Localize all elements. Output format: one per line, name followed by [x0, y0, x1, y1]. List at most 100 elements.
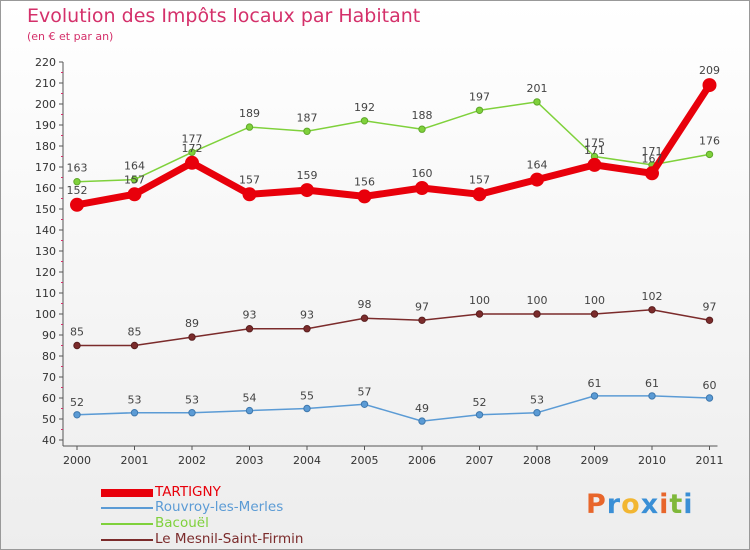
- x-tick-label: 2000: [63, 454, 91, 467]
- series-0-point: [127, 187, 142, 202]
- series-3-point: [475, 310, 484, 318]
- y-tick-label: 180: [35, 140, 56, 153]
- series-0-data-label: 172: [182, 142, 203, 155]
- series-3-data-label: 97: [703, 300, 717, 313]
- series-0-point: [702, 78, 717, 93]
- series-2-data-label: 187: [297, 111, 318, 124]
- logo-letter: i: [659, 489, 670, 520]
- legend-label-mesnil: Le Mesnil-Saint-Firmin: [155, 531, 304, 547]
- chart-title: Evolution des Impôts locaux par Habitant: [27, 5, 421, 27]
- series-3-data-label: 85: [70, 326, 84, 339]
- series-2-point: [533, 98, 541, 106]
- series-0-data-label: 157: [469, 173, 490, 186]
- x-tick-label: 2010: [638, 454, 666, 467]
- y-tick-label: 60: [42, 392, 56, 405]
- series-3-data-label: 93: [243, 309, 257, 322]
- logo-letter: r: [606, 489, 622, 520]
- series-0-point: [645, 166, 659, 181]
- y-tick-label: 120: [35, 266, 56, 279]
- series-3-data-label: 100: [527, 294, 548, 307]
- series-0-point: [357, 189, 372, 204]
- series-2-data-label: 164: [124, 160, 145, 173]
- x-tick-label: 2002: [178, 454, 206, 467]
- series-1-point: [533, 409, 541, 417]
- x-tick-label: 2011: [696, 454, 724, 467]
- series-2-data-label: 163: [67, 162, 88, 175]
- logo-letter: o: [621, 489, 641, 520]
- series-1-point: [418, 417, 426, 425]
- series-3-point: [705, 316, 714, 324]
- series-0-data-label: 152: [67, 184, 88, 197]
- y-tick-label: 100: [35, 308, 56, 321]
- series-0-data-label: 156: [354, 175, 375, 188]
- proxiti-logo: Proxiti: [586, 489, 694, 520]
- series-3-data-label: 89: [185, 317, 199, 330]
- y-tick-label: 170: [35, 161, 56, 174]
- series-3-data-label: 97: [415, 300, 429, 313]
- series-3-point: [418, 316, 426, 324]
- series-0-point: [472, 187, 487, 202]
- series-2-data-label: 177: [182, 132, 203, 145]
- legend-swatch-mesnil: [101, 539, 153, 541]
- series-3-data-label: 85: [128, 326, 142, 339]
- y-tick-label: 40: [42, 434, 56, 447]
- series-1-data-label: 52: [70, 396, 84, 409]
- series-1-point: [360, 400, 369, 408]
- logo-letter: t: [669, 489, 684, 520]
- series-2-data-label: 176: [699, 134, 720, 147]
- series-0-point: [70, 197, 84, 212]
- x-tick-label: 2003: [236, 454, 264, 467]
- y-tick-label: 220: [35, 56, 56, 69]
- series-0-data-label: 167: [642, 152, 663, 165]
- series-2-point: [188, 148, 196, 157]
- series-1-data-label: 53: [530, 394, 544, 407]
- series-2-point: [303, 127, 311, 136]
- y-tick-label: 90: [42, 329, 56, 342]
- series-0-data-label: 164: [527, 159, 548, 172]
- series-2-data-label: 188: [412, 109, 433, 122]
- y-tick-label: 110: [35, 287, 56, 300]
- legend-label-rouvroy: Rouvroy-les-Merles: [155, 499, 284, 515]
- x-tick-label: 2008: [523, 454, 551, 467]
- series-1-point: [188, 409, 196, 417]
- series-line-3: [76, 309, 711, 347]
- legend-label-bacouel: Bacouël: [155, 515, 209, 531]
- series-3-data-label: 98: [358, 298, 372, 311]
- series-1-data-label: 61: [645, 377, 659, 390]
- x-tick-label: 2007: [466, 454, 494, 467]
- series-2-point: [245, 123, 254, 131]
- legend-swatch-bacouel: [101, 523, 153, 525]
- series-0-point: [530, 172, 544, 187]
- series-2-data-label: 171: [642, 145, 663, 158]
- series-1-data-label: 52: [473, 396, 487, 409]
- y-tick-label: 50: [42, 413, 56, 426]
- series-3-point: [590, 310, 599, 318]
- series-0-point: [242, 187, 257, 202]
- series-1-data-label: 49: [415, 402, 429, 415]
- series-0-data-label: 157: [239, 173, 260, 186]
- series-0-data-label: 159: [297, 169, 318, 182]
- logo-letter: x: [640, 489, 660, 520]
- y-tick-label: 150: [35, 203, 56, 216]
- series-3-point: [648, 306, 656, 314]
- x-tick-label: 2001: [121, 454, 149, 467]
- series-0-data-label: 157: [124, 173, 145, 186]
- series-2-data-label: 189: [239, 107, 260, 120]
- series-0-data-label: 209: [699, 64, 720, 77]
- series-3-data-label: 100: [469, 294, 490, 307]
- series-0-point: [300, 183, 314, 198]
- y-tick-label: 190: [35, 119, 56, 132]
- y-tick-label: 140: [35, 224, 56, 237]
- legend-swatch-rouvroy: [101, 507, 153, 509]
- series-3-point: [303, 325, 311, 333]
- y-tick-label: 160: [35, 182, 56, 195]
- series-2-point: [705, 150, 714, 159]
- y-tick-label: 130: [35, 245, 56, 258]
- series-3-data-label: 100: [584, 294, 605, 307]
- x-tick-label: 2004: [293, 454, 321, 467]
- series-1-data-label: 54: [243, 392, 257, 405]
- series-3-point: [360, 314, 369, 322]
- x-tick-label: 2009: [581, 454, 609, 467]
- series-2-data-label: 192: [354, 101, 375, 114]
